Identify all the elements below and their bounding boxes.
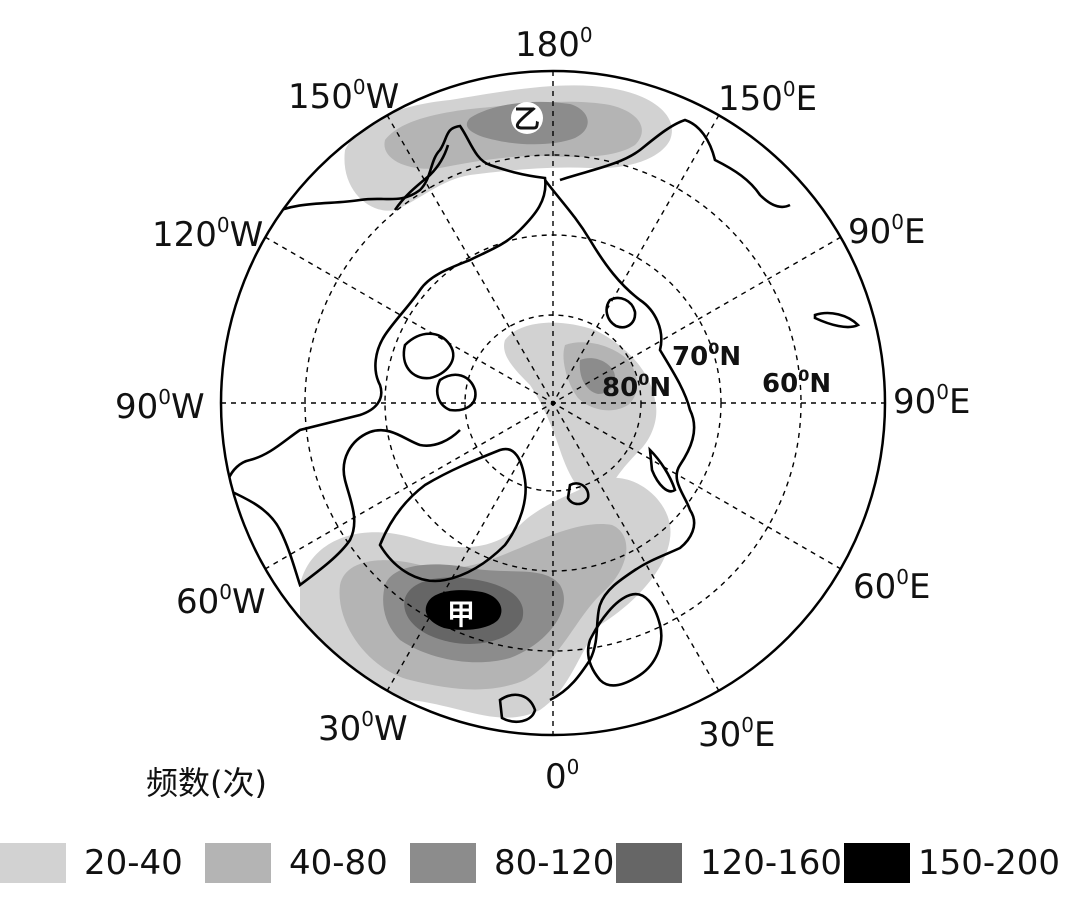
place-jia: 甲 xyxy=(447,598,475,631)
lon-label-30W: 300W xyxy=(318,707,408,749)
legend-item-40-80: 40-80 xyxy=(205,843,388,883)
coast-islands-1 xyxy=(402,332,455,380)
lat-label-80: 800N xyxy=(602,370,671,403)
coast-iceland xyxy=(498,693,537,724)
place-yi-label: 乙 xyxy=(514,105,540,135)
lon-label-30E: 300E xyxy=(698,713,775,755)
legend-label: 150-200 xyxy=(918,843,1061,883)
graticule xyxy=(221,71,885,735)
coast-far-east-island xyxy=(813,311,861,329)
legend-item-150-200: 150-200 xyxy=(844,843,1060,883)
lon-label-0: 00 xyxy=(545,755,579,797)
legend-swatch xyxy=(844,843,910,883)
coast-svalbard xyxy=(566,482,590,506)
shade-pole-80-120 xyxy=(579,358,616,394)
legend-swatch xyxy=(0,843,66,883)
coast-scandinavia xyxy=(586,592,663,687)
coast-north-america-east xyxy=(227,429,461,588)
longitude-labels: 1800 1500W 1500E 1200W 900E 900W 900E 60… xyxy=(115,23,970,797)
legend-swatch xyxy=(410,843,476,883)
legend-label: 120-160 xyxy=(700,843,843,883)
lat-label-70: 700N xyxy=(672,339,741,372)
lon-label-120W: 1200W xyxy=(152,213,263,255)
legend-item-120-160: 120-160 xyxy=(616,843,842,883)
map-boundary xyxy=(219,69,887,737)
place-yi: 乙 xyxy=(511,102,543,135)
lon-label-90E-upper: 900E xyxy=(848,210,925,252)
legend-swatch xyxy=(616,843,682,883)
lon-label-150E: 1500E xyxy=(718,77,817,119)
lon-label-60W: 600W xyxy=(176,580,266,622)
coast-islands-3 xyxy=(605,296,637,329)
lon-label-180: 1800 xyxy=(515,23,593,65)
lon-label-150W: 1500W xyxy=(288,75,399,117)
coast-islands-2 xyxy=(436,373,477,412)
coast-novaya xyxy=(648,446,677,493)
place-jia-label: 甲 xyxy=(447,598,475,631)
legend-item-20-40: 20-40 xyxy=(0,843,183,883)
shade-jia-150-200 xyxy=(425,590,502,630)
legend-swatch xyxy=(205,843,271,883)
coast-alaska xyxy=(393,144,450,211)
legend-label: 80-120 xyxy=(494,843,615,883)
meridian-60W-120E xyxy=(264,236,842,570)
coast-asia-pacific xyxy=(559,118,791,209)
legend-label: 20-40 xyxy=(84,843,183,883)
coast-eurasia xyxy=(543,179,696,702)
lon-label-60E: 600E xyxy=(853,565,930,607)
lon-label-90W: 900W xyxy=(115,385,205,427)
lat-label-60: 600N xyxy=(762,366,831,399)
coast-greenland xyxy=(378,447,527,583)
latitude-labels: 700N 800N 600N xyxy=(602,339,831,403)
legend-label: 40-80 xyxy=(289,843,388,883)
frequency-shading xyxy=(300,85,672,718)
legend-item-80-120: 80-120 xyxy=(410,843,614,883)
legend-unit: 频数(次) xyxy=(146,764,267,802)
lon-label-90E: 900E xyxy=(893,380,970,422)
